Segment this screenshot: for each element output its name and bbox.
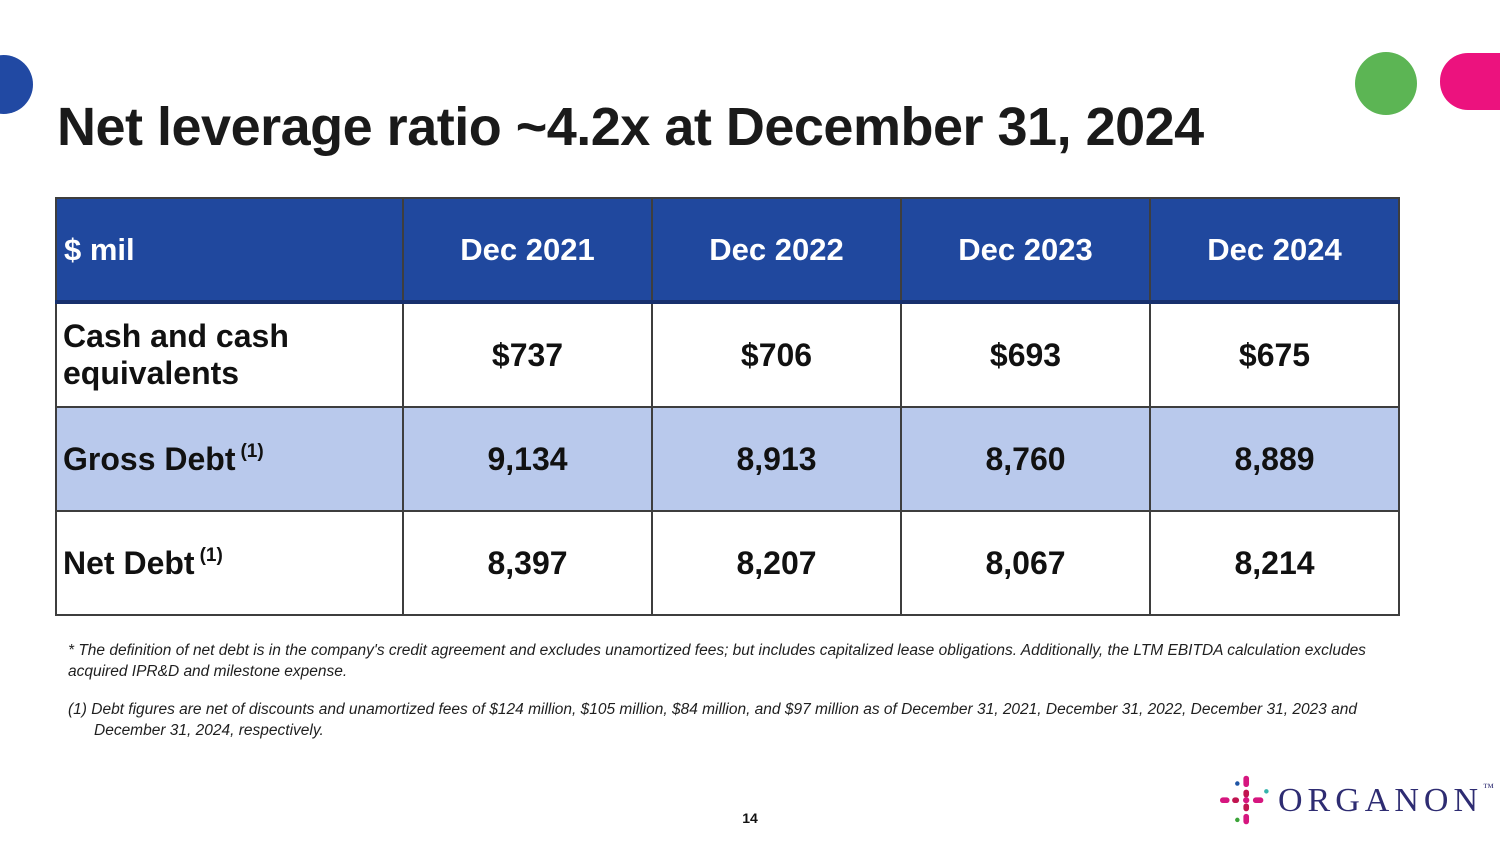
cell-net-debt-2024: 8,214 — [1149, 510, 1400, 616]
table-col-dec-2023: Dec 2023 — [900, 197, 1151, 304]
decor-green-circle — [1355, 52, 1417, 115]
decor-blue-half-circle — [0, 55, 33, 114]
row-label-cash: Cash and cash equivalents — [55, 301, 404, 408]
cell-cash-2023: $693 — [900, 301, 1151, 408]
cell-cash-2022: $706 — [651, 301, 902, 408]
table-row-gross-debt: Gross Debt (1) 9,134 8,913 8,760 8,889 — [55, 406, 1400, 512]
footnote-asterisk: * The definition of net debt is in the c… — [68, 642, 1366, 680]
cell-net-debt-2022: 8,207 — [651, 510, 902, 616]
page-title: Net leverage ratio ~4.2x at December 31,… — [57, 97, 1204, 158]
table-unit-header: $ mil — [55, 197, 404, 304]
net-leverage-table: $ mil Dec 2021 Dec 2022 Dec 2023 Dec 202… — [55, 197, 1400, 616]
organon-wordmark: ORGANON™ — [1278, 781, 1494, 819]
footnote-marker: (1) — [240, 440, 264, 462]
table-col-dec-2022: Dec 2022 — [651, 197, 902, 304]
cell-gross-debt-2024: 8,889 — [1149, 406, 1400, 512]
footnote-1: (1) Debt figures are net of discounts an… — [68, 700, 1357, 739]
organon-cross-icon — [1220, 775, 1269, 825]
decor-pink-pill — [1440, 53, 1500, 110]
cell-cash-2024: $675 — [1149, 301, 1400, 408]
page-number: 14 — [742, 810, 758, 826]
cell-gross-debt-2023: 8,760 — [900, 406, 1151, 512]
row-label-net-debt: Net Debt (1) — [55, 510, 404, 616]
organon-logo: ORGANON™ — [1220, 772, 1494, 828]
cell-cash-2021: $737 — [402, 301, 653, 408]
footnotes: * The definition of net debt is in the c… — [68, 641, 1388, 742]
table-col-dec-2024: Dec 2024 — [1149, 197, 1400, 304]
table-row-cash: Cash and cash equivalents $737 $706 $693… — [55, 301, 1400, 408]
cell-net-debt-2021: 8,397 — [402, 510, 653, 616]
footnote-marker: (1) — [199, 544, 223, 566]
cell-net-debt-2023: 8,067 — [900, 510, 1151, 616]
row-label-gross-debt: Gross Debt (1) — [55, 406, 404, 512]
table-header-row: $ mil Dec 2021 Dec 2022 Dec 2023 Dec 202… — [55, 197, 1400, 304]
cell-gross-debt-2021: 9,134 — [402, 406, 653, 512]
table-col-dec-2021: Dec 2021 — [402, 197, 653, 304]
table-row-net-debt: Net Debt (1) 8,397 8,207 8,067 8,214 — [55, 510, 1400, 616]
trademark-symbol: ™ — [1483, 781, 1494, 794]
cell-gross-debt-2022: 8,913 — [651, 406, 902, 512]
